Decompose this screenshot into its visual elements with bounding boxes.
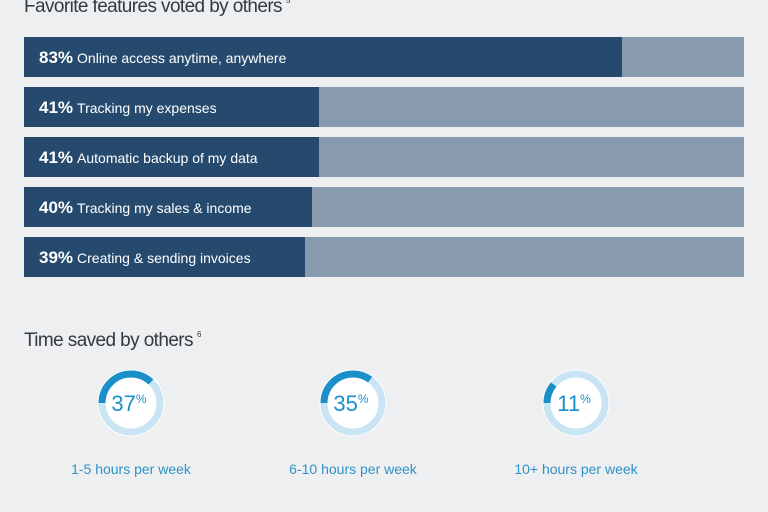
gauge-value-number: 11	[557, 391, 580, 416]
gauge-value-unit: %	[358, 392, 369, 406]
gauge-background	[97, 369, 165, 437]
feature-bar-row: 39% Creating & sending invoices	[24, 237, 744, 277]
gauge-value: 35%	[333, 391, 368, 416]
feature-bar-category: Automatic backup of my data	[77, 150, 258, 166]
feature-bar-category: Online access anytime, anywhere	[77, 50, 287, 66]
feature-bar-category: Creating & sending invoices	[77, 250, 251, 266]
feature-bar-value: 41%	[39, 148, 74, 167]
gauge-arc	[98, 370, 164, 436]
time-saved-gauge: 35% 6-10 hours per week	[263, 366, 443, 477]
feature-bar	[24, 237, 305, 277]
feature-bar-label: 41% Tracking my expenses	[39, 87, 217, 127]
gauge-value: 37%	[111, 391, 146, 416]
gauge-caption: 1-5 hours per week	[71, 461, 191, 477]
feature-bar-category: Tracking my sales & income	[77, 200, 252, 216]
gauge-value-unit: %	[136, 392, 147, 406]
donut-gauge: 37%	[97, 369, 165, 437]
feature-bar	[24, 87, 320, 127]
feature-bar-label: 83% Online access anytime, anywhere	[39, 37, 286, 77]
feature-bar-row: 41% Tracking my expenses	[24, 87, 744, 127]
gauge-value-number: 35	[333, 391, 357, 416]
feature-bar	[24, 137, 320, 177]
gauge-caption: 10+ hours per week	[514, 461, 638, 477]
feature-bar-label: 41% Automatic backup of my data	[39, 137, 258, 177]
time-saved-footnote: 6	[196, 330, 202, 339]
gauge-arc	[543, 370, 609, 436]
time-saved-gauge: 11% 10+ hours per week	[486, 366, 666, 477]
features-footnote: 5	[285, 0, 291, 5]
feature-bar-value: 83%	[39, 48, 74, 67]
feature-bar-row: 83% Online access anytime, anywhere	[24, 37, 744, 77]
feature-bar-value: 40%	[39, 198, 74, 217]
feature-bar-row: 40% Tracking my sales & income	[24, 187, 744, 227]
gauge-value-unit: %	[580, 392, 591, 406]
feature-bar-chart: 83% Online access anytime, anywhere 41% Tra…	[24, 37, 744, 287]
donut-gauge: 11%	[542, 369, 610, 437]
gauge-value: 11%	[557, 391, 591, 416]
feature-bar-label: 40% Tracking my sales & income	[39, 187, 252, 227]
feature-bar	[24, 187, 312, 227]
feature-bar-value: 39%	[39, 248, 74, 267]
feature-bar-row: 41% Automatic backup of my data	[24, 137, 744, 177]
time-saved-gauge: 37% 1-5 hours per week	[41, 366, 221, 477]
features-title: Favorite features voted by others 5	[24, 0, 290, 18]
feature-bar-value: 41%	[39, 98, 74, 117]
feature-bar-label: 39% Creating & sending invoices	[39, 237, 251, 277]
gauge-caption: 6-10 hours per week	[289, 461, 417, 477]
feature-bar-category: Tracking my expenses	[77, 100, 217, 116]
gauge-value-number: 37	[111, 391, 135, 416]
gauge-arc	[320, 370, 386, 436]
gauge-background	[319, 369, 387, 437]
gauge-background	[542, 369, 610, 437]
feature-bar	[24, 37, 622, 77]
donut-gauge: 35%	[319, 369, 387, 437]
time-saved-title: Time saved by others 6	[24, 330, 202, 351]
